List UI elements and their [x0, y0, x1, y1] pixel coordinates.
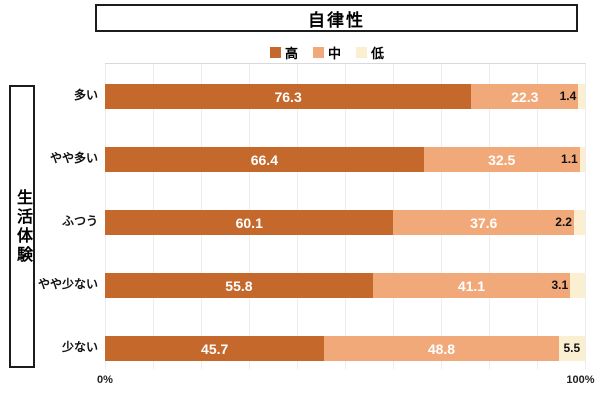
segment-中: 22.3: [471, 84, 579, 109]
chart-title: 自律性: [308, 10, 365, 30]
segment-中: 48.8: [324, 336, 559, 361]
bar-row-2: 66.4 32.5 1.1: [105, 147, 585, 172]
segment-高: 76.3: [105, 84, 472, 109]
segment-中: 41.1: [372, 273, 571, 298]
segment-低: [558, 336, 585, 361]
chart-title-box: 自律性: [95, 4, 578, 32]
x-axis-tick-100: 100%: [566, 374, 595, 386]
segment-value: 45.7: [201, 340, 229, 357]
category-axis-label-box: 生活体験: [9, 85, 35, 368]
bar-row-5: 45.7 48.8 5.5: [105, 336, 585, 361]
segment-中: 37.6: [393, 210, 574, 235]
segment-value-low: 1.1: [561, 152, 578, 166]
segment-value: 66.4: [250, 151, 278, 168]
segment-value-low: 5.5: [563, 341, 581, 355]
segment-value: 32.5: [488, 151, 516, 168]
segment-高: 45.7: [105, 336, 325, 361]
category-label-3: ふつう: [61, 214, 98, 228]
segment-低: [573, 210, 585, 235]
segment-value-low: 3.1: [551, 278, 569, 292]
category-label-2: やや多い: [49, 151, 98, 165]
bar-row-1: 76.3 22.3 1.4: [105, 84, 585, 109]
bar-row-4: 55.8 41.1 3.1: [105, 273, 585, 298]
legend-swatch-icon: [269, 47, 281, 58]
legend-label: 低: [371, 46, 385, 61]
segment-低: [579, 147, 585, 172]
chart-legend: 高中低: [263, 42, 391, 63]
x-axis-tick-0: 0%: [97, 374, 113, 386]
legend-swatch-icon: [312, 47, 324, 58]
bar-row-3: 60.1 37.6 2.2: [105, 210, 585, 235]
legend-item-低: 低: [356, 43, 384, 62]
segment-value: 60.1: [235, 214, 263, 231]
segment-value-low: 2.2: [555, 215, 572, 229]
segment-value: 37.6: [470, 214, 498, 231]
segment-中: 32.5: [423, 147, 580, 172]
legend-item-中: 中: [312, 43, 342, 62]
segment-value: 48.8: [427, 340, 456, 357]
legend-label: 高: [284, 46, 298, 61]
segment-value-low: 1.4: [559, 89, 577, 103]
segment-低: [570, 273, 585, 298]
segment-高: 60.1: [105, 210, 394, 235]
segment-value: 55.8: [225, 277, 253, 294]
category-axis-label: 生活体験: [14, 188, 31, 265]
legend-swatch-icon: [356, 47, 368, 58]
category-label-4: やや少ない: [37, 277, 98, 291]
category-label-1: 多い: [73, 88, 98, 102]
plot-area: 76.3 22.3 1.4 66.4 32.5 1.1 60.1 37.6 2.2 55.8 41.…: [105, 63, 586, 369]
legend-item-高: 高: [269, 43, 298, 62]
segment-高: 55.8: [105, 273, 373, 298]
segment-value: 22.3: [511, 88, 539, 105]
segment-高: 66.4: [105, 147, 424, 172]
category-label-5: 少ない: [61, 340, 98, 354]
segment-value: 41.1: [457, 277, 486, 294]
legend-label: 中: [327, 46, 342, 61]
segment-低: [578, 84, 585, 109]
segment-value: 76.3: [274, 88, 302, 105]
